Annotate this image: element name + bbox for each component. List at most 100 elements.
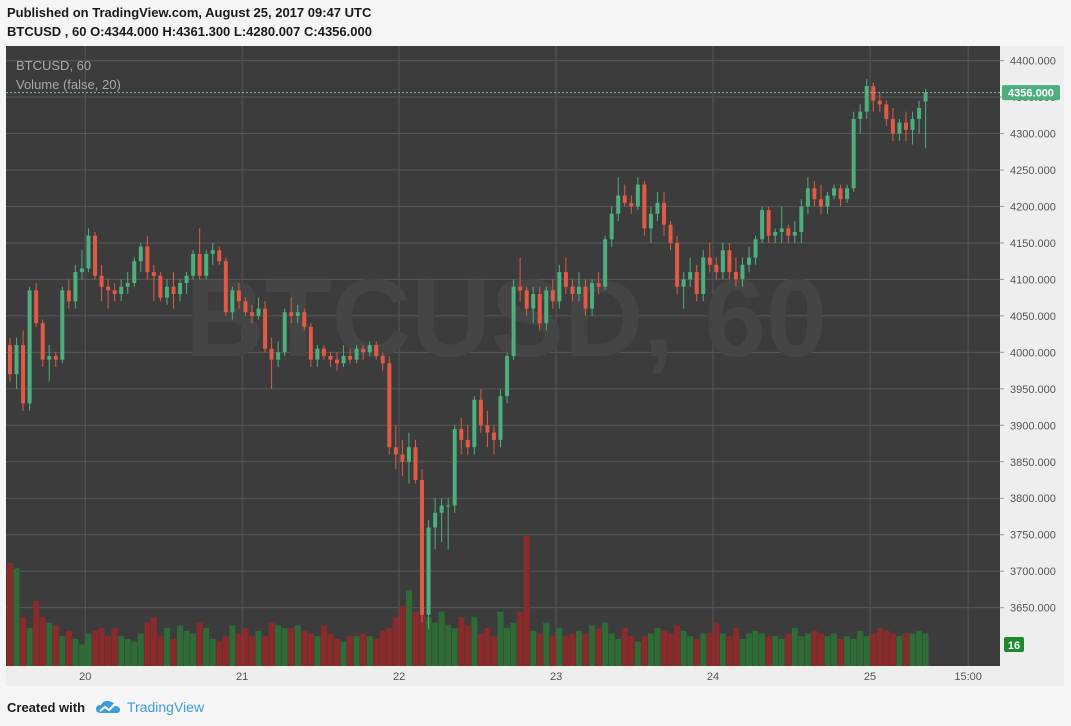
candle-body xyxy=(694,272,699,294)
legend-volume[interactable]: Volume (false, 20) xyxy=(16,77,121,92)
published-header: Published on TradingView.com, August 25,… xyxy=(7,5,372,20)
time-axis-panel[interactable] xyxy=(6,666,1064,686)
volume-bar xyxy=(255,630,262,666)
candle-body xyxy=(622,195,627,203)
candle-body xyxy=(596,283,601,287)
y-tick-label: 4000.000 xyxy=(1010,347,1056,359)
grid-layer xyxy=(6,46,1000,666)
volume-bar xyxy=(504,628,511,666)
candle-body xyxy=(864,86,869,112)
candle-body xyxy=(805,188,810,207)
candle-body xyxy=(799,206,804,232)
volume-bar xyxy=(203,628,210,666)
volume-bar xyxy=(896,636,903,666)
y-tick-label: 4250.000 xyxy=(1010,165,1056,177)
volume-bar xyxy=(634,641,641,666)
volume-bar xyxy=(445,625,452,666)
candle-body xyxy=(158,275,163,298)
candle-body xyxy=(34,290,39,324)
volume-bar xyxy=(804,633,811,666)
ohlc-header: BTCUSD , 60 O:4344.000 H:4361.300 L:4280… xyxy=(7,24,372,39)
volume-bar xyxy=(46,622,53,666)
chart-container[interactable]: BTCUSD, 60 4400.0004350.0004300.0004250.… xyxy=(6,46,1064,686)
candle-body xyxy=(720,250,725,273)
volume-bar xyxy=(7,563,13,666)
volume-bar xyxy=(20,617,27,666)
candle-body xyxy=(93,235,98,276)
tradingview-brand-link[interactable]: TradingView xyxy=(127,699,205,715)
volume-bar xyxy=(569,633,576,666)
candle-body xyxy=(112,290,117,294)
candle-body xyxy=(478,399,483,426)
volume-bar xyxy=(817,633,824,666)
volume-bar xyxy=(33,601,40,666)
candle-body xyxy=(413,447,418,480)
candle-body xyxy=(563,272,568,287)
volume-bar xyxy=(471,617,478,666)
volume-bar xyxy=(811,630,818,666)
candle-body xyxy=(655,202,660,214)
candle-body xyxy=(171,286,176,294)
volume-bar xyxy=(674,625,681,666)
volume-bar xyxy=(562,636,569,666)
candle-body xyxy=(439,505,444,513)
candle-body xyxy=(335,359,339,364)
candle-body xyxy=(289,312,294,316)
volume-bar xyxy=(824,636,831,666)
candle-body xyxy=(714,264,719,273)
volume-bar xyxy=(340,641,347,666)
volume-bar xyxy=(288,628,295,666)
candle-body xyxy=(688,272,693,280)
candle-body xyxy=(125,283,130,287)
candle-body xyxy=(40,323,45,360)
candle-body xyxy=(858,111,863,119)
volume-bar xyxy=(425,617,432,666)
candle-body xyxy=(576,286,581,294)
volume-bar xyxy=(916,630,923,666)
volume-bar xyxy=(13,568,20,666)
volume-bar xyxy=(392,617,399,666)
volume-bar xyxy=(262,636,269,666)
last-price-label: 4356.000 xyxy=(1008,88,1054,100)
candle-body xyxy=(890,118,895,134)
candle-body xyxy=(459,428,464,440)
volume-bar xyxy=(216,641,223,666)
candle-body xyxy=(191,253,196,276)
candle-body xyxy=(812,188,817,200)
volume-bar xyxy=(405,590,412,666)
candle-body xyxy=(387,363,392,448)
volume-bar xyxy=(772,636,779,666)
volume-bar xyxy=(281,628,288,666)
volume-bar xyxy=(314,636,321,666)
volume-bar xyxy=(190,633,197,666)
candlestick-chart[interactable]: BTCUSD, 60 4400.0004350.0004300.0004250.… xyxy=(6,46,1064,686)
x-tick-label: 25 xyxy=(864,671,876,683)
volume-bar xyxy=(222,636,229,666)
candle-body xyxy=(106,286,111,291)
candle-body xyxy=(472,399,477,448)
volume-bar xyxy=(419,614,426,666)
legend-symbol[interactable]: BTCUSD, 60 xyxy=(16,58,91,73)
candle-body xyxy=(851,118,856,189)
tradingview-cloud-icon[interactable] xyxy=(95,699,121,715)
candle-body xyxy=(818,199,823,207)
volume-bar xyxy=(177,625,184,666)
candle-body xyxy=(766,210,771,236)
candle-body xyxy=(910,118,915,130)
volume-bar xyxy=(85,633,92,666)
y-tick-label: 3750.000 xyxy=(1010,530,1056,542)
price-axis: 4400.0004350.0004300.0004250.0004200.000… xyxy=(1000,56,1056,615)
candle-body xyxy=(446,505,451,507)
volume-bar xyxy=(347,636,354,666)
volume-bar xyxy=(170,638,177,666)
candle-body xyxy=(60,290,65,360)
candle-body xyxy=(406,447,411,462)
price-axis-panel[interactable] xyxy=(1000,46,1064,666)
volume-bar xyxy=(549,636,556,666)
candle-body xyxy=(518,286,523,291)
volume-bar xyxy=(183,630,190,666)
x-tick-label: 23 xyxy=(550,671,562,683)
candle-body xyxy=(73,272,78,302)
candle-body xyxy=(903,122,908,130)
volume-bar xyxy=(320,625,327,666)
